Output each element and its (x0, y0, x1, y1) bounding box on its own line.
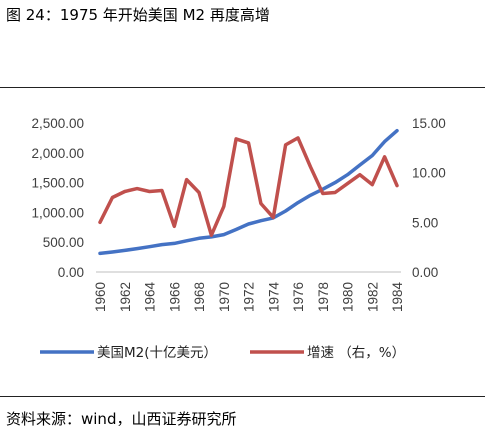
x-tick-label: 1968 (192, 282, 207, 312)
x-tick-label: 1960 (93, 282, 108, 312)
x-tick-label: 1982 (365, 282, 380, 312)
series-line-growth (98, 136, 399, 237)
legend-label: 美国M2(十亿美元） (97, 345, 217, 361)
left-tick-label: 0.00 (58, 265, 84, 280)
top-rule (0, 87, 485, 88)
bottom-rule (0, 396, 485, 397)
x-tick-label: 1984 (390, 282, 405, 313)
left-tick-label: 2,500.00 (31, 116, 84, 131)
source-note: 资料来源：wind，山西证券研究所 (6, 410, 237, 428)
x-tick-label: 1966 (167, 282, 182, 312)
left-tick-label: 1,500.00 (31, 176, 84, 191)
right-tick-label: 5.00 (412, 215, 438, 230)
series-line-m2 (98, 128, 399, 256)
right-tick-label: 0.00 (412, 265, 438, 280)
left-tick-label: 2,000.00 (31, 146, 84, 161)
m2-dual-axis-line-chart: 0.00 500.00 1,000.00 1,500.00 2,000.00 2,500.… (31, 116, 446, 361)
left-tick-label: 500.00 (43, 235, 84, 250)
series-lines (98, 128, 399, 256)
right-axis-ticks: 0.00 5.00 10.00 15.00 (412, 116, 446, 280)
x-tick-label: 1962 (118, 282, 133, 312)
x-axis-ticks: 1960 1962 1964 1966 1968 1970 1972 1974 1976 1978… (93, 282, 405, 313)
x-tick-label: 1970 (217, 282, 232, 312)
right-tick-label: 15.00 (412, 116, 446, 131)
x-tick-label: 1974 (266, 282, 281, 313)
x-tick-label: 1976 (291, 282, 306, 312)
x-tick-label: 1980 (341, 282, 356, 312)
x-tick-label: 1972 (242, 282, 257, 312)
legend: 美国M2(十亿美元） 增速 （右，%） (40, 345, 405, 361)
x-tick-label: 1964 (143, 282, 158, 313)
right-tick-label: 10.00 (412, 166, 446, 181)
left-axis-ticks: 0.00 500.00 1,000.00 1,500.00 2,000.00 2,500.… (31, 116, 84, 280)
figure-title: 图 24：1975 年开始美国 M2 再度高增 (6, 6, 270, 24)
legend-label: 增速 （右，%） (307, 345, 405, 361)
left-tick-label: 1,000.00 (31, 205, 84, 220)
x-tick-label: 1978 (316, 282, 331, 312)
